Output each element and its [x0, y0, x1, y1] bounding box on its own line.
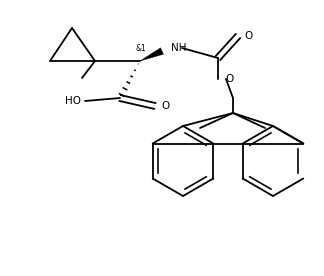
Text: O: O	[225, 74, 233, 84]
Text: HO: HO	[65, 96, 81, 106]
Text: NH: NH	[171, 43, 187, 53]
Text: &1: &1	[136, 44, 147, 53]
Polygon shape	[140, 48, 163, 61]
Text: O: O	[244, 31, 252, 41]
Text: O: O	[161, 101, 169, 111]
